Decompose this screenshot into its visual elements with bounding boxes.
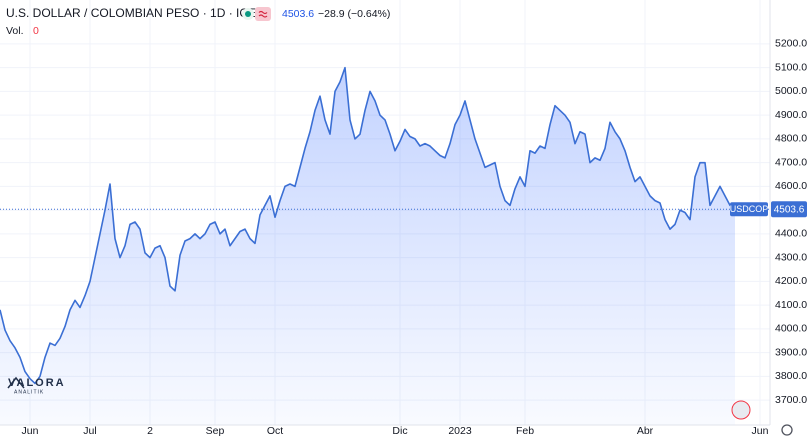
area-fill (0, 67, 735, 425)
y-tick-label: 5200.0 (775, 38, 807, 50)
x-tick-label: Jun (752, 425, 769, 437)
y-tick-label: 4800.0 (775, 133, 807, 145)
price-change: −28.9 (−0.64%) (318, 8, 390, 20)
y-tick-label: 3800.0 (775, 370, 807, 382)
y-tick-label: 3900.0 (775, 346, 807, 358)
delay-icon-glyph (258, 10, 268, 18)
y-tick-label: 4100.0 (775, 299, 807, 311)
y-tick-label: 3700.0 (775, 394, 807, 406)
x-tick-label: Dic (392, 425, 407, 437)
y-tick-label: 4200.0 (775, 275, 807, 287)
x-tick-label: Feb (516, 425, 534, 437)
events-icon[interactable] (731, 400, 751, 420)
x-tick-label: Jun (22, 425, 39, 437)
symbol-tag (730, 202, 768, 217)
y-tick-label: 4400.0 (775, 228, 807, 240)
market-status-dot (245, 11, 251, 17)
last-price: 4503.6 (282, 8, 314, 20)
delay-icon[interactable] (255, 7, 271, 21)
y-tick-label: 4700.0 (775, 156, 807, 168)
chart-title: U.S. DOLLAR / COLOMBIAN PESO · 1D · ICE (6, 6, 256, 20)
y-tick-label: 5000.0 (775, 85, 807, 97)
x-tick-label: 2 (147, 425, 153, 437)
settings-icon[interactable] (781, 424, 793, 436)
y-tick-label: 4600.0 (775, 180, 807, 192)
price-line (0, 66, 736, 385)
x-tick-label: Sep (206, 425, 225, 437)
watermark-logo (7, 376, 25, 389)
price-tag-label: 4503.6 (774, 204, 805, 215)
y-tick-label: 4900.0 (775, 109, 807, 121)
x-tick-label: Abr (637, 425, 654, 437)
x-tick-label: Oct (267, 425, 283, 437)
price-tag (771, 201, 807, 218)
symbol-tag-label: USDCOP (730, 204, 769, 214)
watermark: VALORA (8, 377, 66, 389)
x-tick-label: 2023 (448, 425, 472, 437)
y-tick-label: 5100.0 (775, 61, 807, 73)
volume-value: 0 (33, 25, 39, 37)
volume-label: Vol. (6, 25, 24, 37)
y-tick-label: 4300.0 (775, 251, 807, 263)
watermark-subtitle: ANALITIK (14, 389, 44, 395)
x-tick-label: Jul (83, 425, 96, 437)
y-tick-label: 4000.0 (775, 323, 807, 335)
